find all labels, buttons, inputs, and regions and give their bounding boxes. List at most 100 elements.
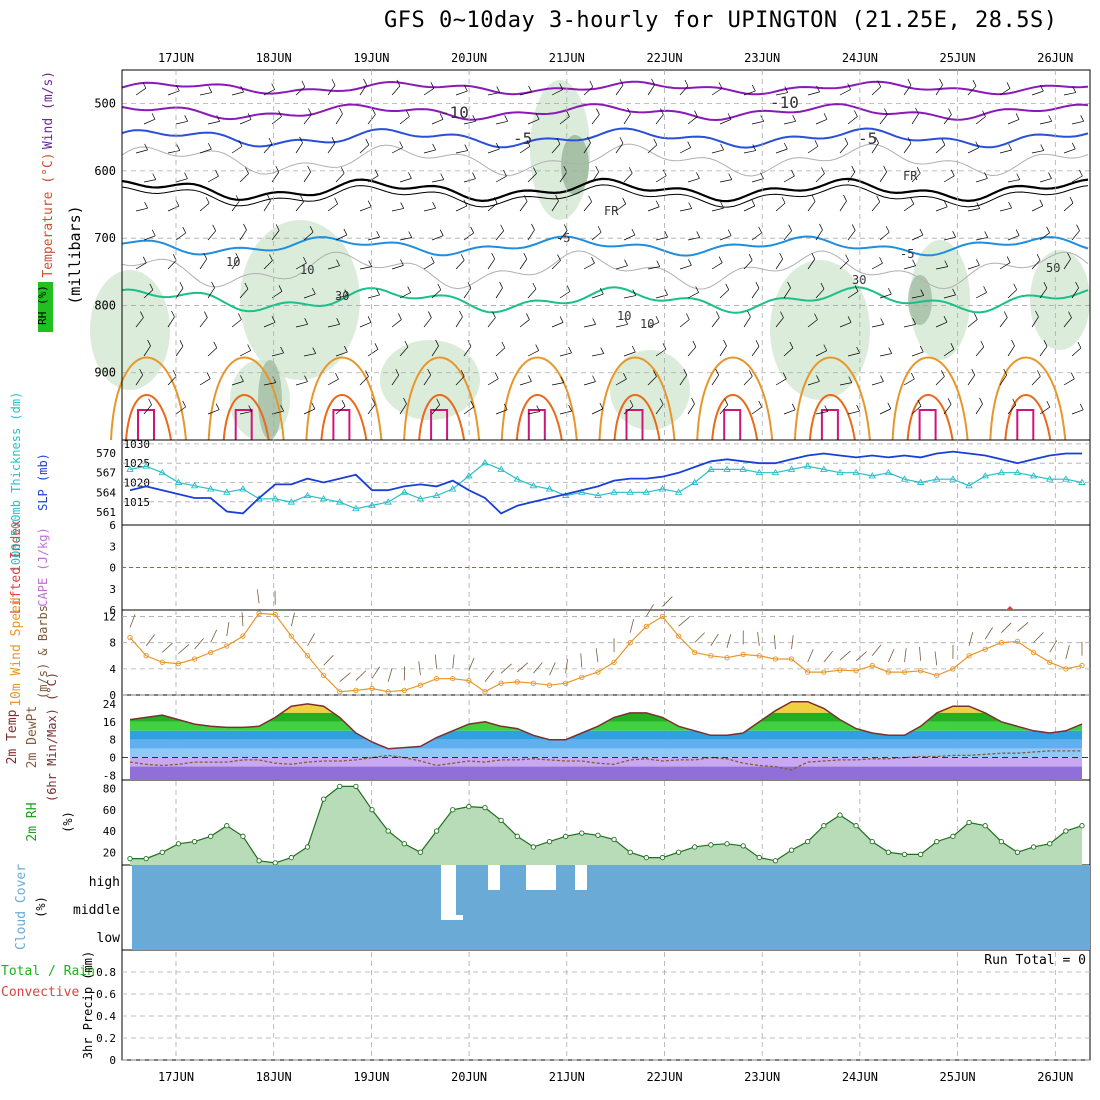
upper-wind-barb [367,349,379,357]
upper-wind-barb [839,260,849,270]
wind-barb [533,662,543,674]
upper-wind-barb [856,404,860,412]
upper-wind-barb [172,370,177,377]
upper-wind-barb [311,402,316,410]
upper-wind-barb [376,230,380,238]
upper-wind-barb [560,376,565,383]
upper-wind-barb [1071,287,1079,299]
upper-wind-barb [335,113,343,125]
thickness-point [368,501,376,508]
upper-wind-barb [1008,201,1012,209]
upper-wind-barb [845,254,849,261]
upper-wind-barb [691,397,695,405]
temp-band [130,712,1082,722]
rh-shade-blob [1030,250,1090,350]
upper-wind-barb [623,351,636,357]
lifted-tick-label: 3 [109,540,116,553]
wind-speed-point [1047,659,1053,665]
upper-wind-barb [152,173,157,180]
rh-point [191,838,198,845]
thickness-point [142,462,150,469]
date-label-bottom: 20JUN [451,1070,487,1084]
thickness-point [836,468,844,476]
cloud-cover-gap [441,865,456,915]
upper-wind-barb [783,230,792,241]
wind-speed-point [546,682,553,688]
thickness-point [1078,478,1086,485]
temp-contour-line [793,356,871,441]
upper-wind-barb [175,120,188,125]
upper-wind-barb [559,291,571,299]
temp-contour-line [234,409,253,440]
upper-wind-barb [591,171,599,183]
upper-wind-barb [213,341,218,348]
rh-point [433,828,440,834]
wind-barb [418,661,421,676]
upper-wind-barb [743,90,756,96]
upper-wind-barb [216,115,221,122]
thickness-point [852,468,860,476]
upper-wind-barb [615,85,624,96]
wind-speed-point [385,689,391,695]
wind-barb [241,612,244,627]
wind-barb [468,657,475,671]
upper-wind-barb [363,78,367,86]
rh-point [659,854,666,861]
upper-wind-barb [718,256,723,263]
upper-wind-barb [247,344,251,351]
upper-wind-barb [1003,311,1008,318]
thickness-point [481,459,489,466]
upper-wind-barb [720,201,724,209]
pressure-tick-label: 700 [94,231,116,245]
upper-wind-barb [527,229,535,241]
temp-contour-line [989,356,1067,441]
upper-wind-barb [215,403,220,410]
upper-wind-barb [431,345,439,357]
contour-label: 50 [1046,261,1060,275]
upper-wind-barb [239,350,251,357]
upper-wind-barb [843,194,847,202]
upper-wind-barb [696,231,701,238]
rh-point [788,847,795,853]
upper-wind-barb [1067,252,1071,260]
upper-wind-barb [789,341,794,349]
wind-barb [629,619,635,633]
wind-speed-point [208,649,214,656]
date-label-top: 19JUN [353,51,389,65]
upper-wind-barb [231,319,242,328]
upper-wind-barb [679,85,689,96]
upper-wind-barb [688,202,693,209]
wind-barb [387,668,393,682]
upper-wind-barb [719,404,728,415]
upper-wind-barb [344,289,349,296]
rh-point [224,823,230,829]
rh-shade-blob [380,340,480,420]
upper-wind-barb [303,408,316,415]
upper-wind-barb [551,143,561,154]
upper-wind-barb [1035,310,1039,318]
upper-wind-barb [271,116,282,125]
thickness-point [723,465,731,472]
contour-label: 10 [640,317,654,331]
temp-contour-line [403,356,481,441]
contour-label: -5 [513,129,532,148]
upper-wind-barb [556,137,561,145]
date-label-bottom: 18JUN [256,1070,292,1084]
upper-wind-barb [711,317,720,328]
upper-wind-barb [428,311,432,318]
upper-wind-barb [583,262,595,270]
upper-wind-barb [752,144,757,151]
upper-wind-barb [755,340,760,347]
upper-wind-barb [811,252,816,260]
rh-point [885,849,892,855]
rh-point [1047,841,1053,847]
upper-wind-barb [884,108,888,115]
upper-wind-barb [464,84,468,92]
wind-barb [210,629,218,643]
temp-contour-line [222,394,270,441]
wind-speed-point [627,640,633,646]
contour-label: 10 [226,255,240,269]
upper-wind-barb [235,195,240,202]
upper-wind-barb [491,252,495,260]
upper-wind-barb [503,403,508,410]
